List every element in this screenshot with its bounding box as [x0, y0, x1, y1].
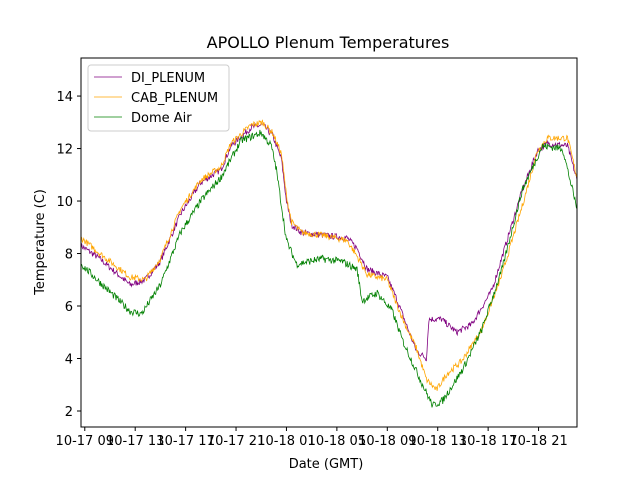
legend-label: CAB_PLENUM: [131, 91, 218, 106]
legend-box: [87, 64, 230, 132]
series-layer: [81, 119, 577, 408]
chart-title: APOLLO Plenum Temperatures: [207, 33, 450, 52]
x-tick-label: 10-17 17: [156, 434, 214, 449]
legend-label: Dome Air: [131, 111, 192, 126]
y-tick-label: 8: [65, 248, 73, 263]
series-line-cab-plenum: [81, 119, 577, 391]
y-axis: 2 4 6 8 10 12 14: [56, 90, 81, 420]
y-tick-label: 2: [65, 405, 73, 420]
x-tick-label: 10-18 05: [308, 434, 366, 449]
y-axis-label: Temperature (C): [33, 189, 48, 296]
legend: DI_PLENUM CAB_PLENUM Dome Air: [87, 64, 230, 132]
x-tick-label: 10-17 09: [56, 434, 114, 449]
x-tick-label: 10-18 17: [459, 434, 517, 449]
y-tick-label: 12: [56, 143, 73, 158]
axes-frame: [80, 57, 578, 428]
x-tick-label: 10-18 21: [509, 434, 567, 449]
y-tick-label: 6: [65, 300, 73, 315]
series-line-dome-air: [81, 129, 577, 408]
x-tick-label: 10-17 21: [207, 434, 265, 449]
x-axis-label: Date (GMT): [289, 457, 364, 472]
y-tick-label: 14: [56, 90, 73, 105]
y-tick-label: 4: [65, 353, 73, 368]
legend-label: DI_PLENUM: [131, 71, 205, 86]
x-tick-label: 10-18 01: [257, 434, 315, 449]
x-tick-label: 10-17 13: [106, 434, 164, 449]
y-tick-label: 10: [56, 195, 73, 210]
x-tick-label: 10-18 13: [408, 434, 466, 449]
series-line-di-plenum: [81, 123, 577, 362]
x-tick-label: 10-18 09: [358, 434, 416, 449]
